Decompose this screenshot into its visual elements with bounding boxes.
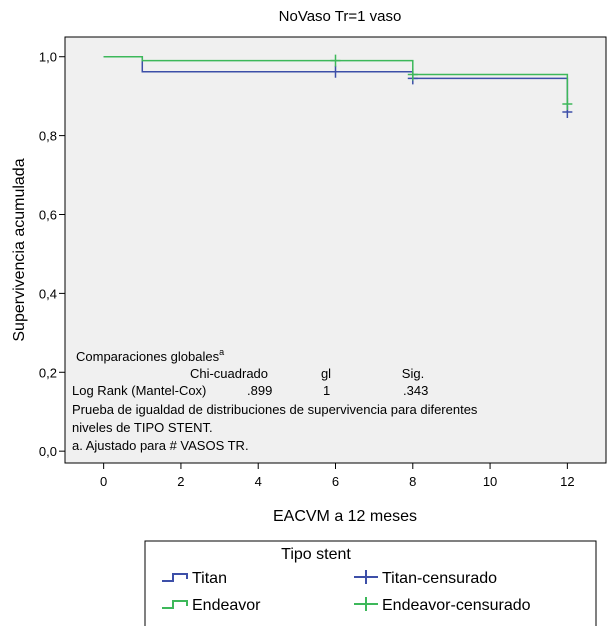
- legend-swatch-cross: [354, 570, 378, 584]
- annotation-sig-value: .343: [403, 383, 428, 398]
- x-tick-label: 6: [332, 474, 339, 489]
- y-axis: 0,0 0,2 0,4 0,6 0,8 1,0: [39, 50, 65, 459]
- legend-label: Titan-censurado: [382, 570, 497, 587]
- legend-swatch-cross: [354, 597, 378, 611]
- x-axis-label: EACVM a 12 meses: [273, 508, 417, 525]
- y-tick-label: 0,0: [39, 444, 57, 459]
- legend-item-titan-censurado: Titan-censurado: [354, 570, 497, 587]
- legend-item-endeavor-censurado: Endeavor-censurado: [354, 597, 531, 614]
- legend-swatch-line: [162, 573, 188, 582]
- legend-box: [144, 540, 597, 631]
- annotation-chi-value: .899: [247, 383, 272, 398]
- plot-area: [64, 36, 607, 464]
- censor-mark-endeavor-censurado: [562, 98, 573, 111]
- x-tick-label: 0: [100, 474, 107, 489]
- y-tick-label: 0,8: [39, 129, 57, 144]
- x-tick-label: 8: [409, 474, 416, 489]
- y-axis-label: Supervivencia acumulada: [11, 158, 28, 341]
- series-line-endeavor: [103, 55, 569, 105]
- annotation-note-2: niveles de TIPO STENT.: [72, 420, 213, 435]
- legend-title: Tipo stent: [281, 546, 351, 563]
- legend-item-endeavor: Endeavor: [162, 597, 261, 614]
- censor-mark-endeavor-censurado: [407, 68, 418, 81]
- x-axis: 0 2 4 6 8 10 12: [100, 463, 575, 489]
- legend-label: Endeavor: [192, 597, 261, 614]
- x-tick-label: 10: [483, 474, 497, 489]
- censor-mark-titan-censurado: [330, 65, 341, 78]
- legend-item-titan: Titan: [162, 570, 227, 587]
- annotation-col-sig: Sig.: [402, 366, 424, 381]
- annotation-heading: Comparaciones globalesa: [76, 347, 224, 364]
- annotation-col-gl: gl: [321, 366, 331, 381]
- y-tick-label: 0,6: [39, 208, 57, 223]
- chart-title: NoVaso Tr=1 vaso: [279, 8, 402, 25]
- x-tick-label: 12: [560, 474, 574, 489]
- y-tick-label: 0,4: [39, 286, 57, 301]
- annotation-row-label: Log Rank (Mantel-Cox): [72, 383, 206, 398]
- y-tick-label: 1,0: [39, 50, 57, 65]
- x-tick-label: 4: [255, 474, 262, 489]
- censor-mark-endeavor-censurado: [330, 54, 341, 67]
- x-tick-label: 2: [177, 474, 184, 489]
- annotation-note-1: Prueba de igualdad de distribuciones de …: [72, 402, 478, 417]
- stats-annotation: Comparaciones globalesa Chi-cuadrado gl …: [72, 347, 478, 453]
- annotation-footnote: a. Ajustado para # VASOS TR.: [72, 438, 249, 453]
- annotation-col-chi: Chi-cuadrado: [190, 366, 268, 381]
- annotation-gl-value: 1: [323, 383, 330, 398]
- y-tick-label: 0,2: [39, 365, 57, 380]
- censor-layer: [330, 54, 573, 118]
- legend: Tipo stent Titan Titan-censurado Endeavor E…: [144, 540, 597, 631]
- legend-label: Titan: [192, 570, 227, 587]
- legend-items: Titan Titan-censurado Endeavor Endeavor-cen…: [162, 570, 531, 614]
- legend-swatch-line: [162, 600, 188, 609]
- series-layer: [103, 55, 569, 112]
- legend-label: Endeavor-censurado: [382, 597, 531, 614]
